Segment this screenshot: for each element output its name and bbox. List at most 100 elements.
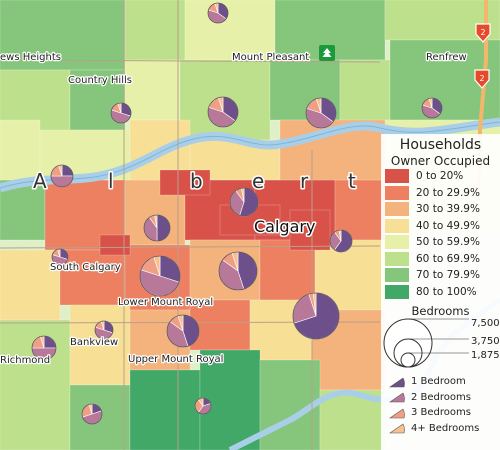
pie-legend: 1 Bedroom 2 Bedrooms 3 Bedrooms 4+ Bedrooms: [381, 374, 500, 436]
place-label: Upper Mount Royal: [128, 354, 223, 365]
census-block[interactable]: [189, 299, 251, 351]
place-label: Bankview: [70, 337, 118, 348]
legend-swatch: [385, 202, 409, 217]
labels: ews Heights Country Hills Mount Pleasant…: [0, 51, 468, 368]
pie-outline: [218, 251, 258, 291]
city-label: Calgary: [254, 217, 315, 236]
legend-class-row: 40 to 49.9%: [381, 218, 500, 235]
place-label: ews Heights: [0, 52, 61, 63]
highway-number: 2: [480, 28, 485, 37]
census-block[interactable]: [289, 209, 331, 251]
province-letter: b: [190, 169, 203, 193]
legend-class-label: 70 to 79.9%: [416, 269, 480, 282]
pie-wedge-icon: [389, 377, 405, 388]
province-letter: t: [348, 169, 356, 193]
bedroom-pie[interactable]: [51, 248, 69, 266]
street: [0, 59, 381, 63]
legend-swatch: [385, 218, 409, 233]
pie-outline: [329, 229, 353, 253]
bedroom-pie[interactable]: [50, 164, 74, 188]
legend-class-row: 30 to 39.9%: [381, 201, 500, 218]
census-block[interactable]: [129, 369, 201, 450]
size-circle-small: [400, 352, 416, 368]
bedroom-pie[interactable]: [207, 96, 239, 128]
pie-legend-label: 3 Bedrooms: [411, 407, 471, 419]
census-block[interactable]: [69, 304, 131, 386]
hospital-icon: [319, 45, 335, 61]
bedroom-pie[interactable]: [31, 335, 57, 361]
legend-swatch: [385, 251, 409, 266]
bedroom-pie[interactable]: [143, 214, 171, 242]
pie-outline: [292, 292, 340, 340]
census-block[interactable]: [159, 169, 211, 196]
pie-legend-label: 2 Bedrooms: [411, 391, 471, 403]
street: [0, 245, 381, 249]
census-block[interactable]: [124, 59, 181, 121]
map-legend: Households Owner Occupied 0 to 20% 20 to …: [381, 134, 500, 450]
census-block[interactable]: [59, 249, 126, 306]
census-block[interactable]: [184, 0, 276, 61]
pie-wedge-icon: [389, 392, 405, 403]
bedroom-pie[interactable]: [229, 187, 259, 217]
place-label: Lower Mount Royal: [118, 297, 213, 308]
pie-outline: [50, 164, 74, 188]
bedroom-pie[interactable]: [207, 2, 229, 24]
pie-outline: [94, 320, 114, 340]
bedroom-pie[interactable]: [94, 320, 114, 340]
legend-swatch: [385, 268, 409, 283]
legend-class-row: 70 to 79.9%: [381, 267, 500, 284]
province-letter: e: [252, 169, 264, 193]
pie-outline: [81, 403, 103, 425]
legend-classes: 0 to 20% 20 to 29.9% 30 to 39.9% 40 to 49.9…: [381, 168, 500, 300]
pie-outline: [110, 102, 132, 124]
province-letter: r: [300, 169, 309, 193]
pie-outline: [139, 255, 181, 297]
place-label: Richmond: [0, 355, 50, 366]
legend-class-label: 30 to 39.9%: [416, 203, 480, 216]
size-value: 7,500: [471, 318, 500, 329]
bedroom-pie[interactable]: [218, 251, 258, 291]
pie-outline: [143, 214, 171, 242]
bedroom-pie[interactable]: [166, 314, 200, 348]
bedroom-pie[interactable]: [329, 229, 353, 253]
pie-outline: [31, 335, 57, 361]
bedroom-pie[interactable]: [292, 292, 340, 340]
bedroom-pie[interactable]: [110, 102, 132, 124]
census-block[interactable]: [99, 234, 131, 256]
bedroom-pie[interactable]: [81, 403, 103, 425]
pie-outline: [207, 2, 229, 24]
legend-class-label: 40 to 49.9%: [416, 219, 480, 232]
pie-legend-row: 2 Bedrooms: [381, 390, 500, 406]
census-block[interactable]: [0, 0, 126, 71]
legend-class-label: 0 to 20%: [416, 170, 464, 183]
legend-class-row: 50 to 59.9%: [381, 234, 500, 251]
census-block[interactable]: [0, 119, 41, 181]
census-block[interactable]: [339, 59, 391, 131]
pie-outline: [305, 97, 337, 129]
legend-title: Households: [399, 137, 482, 153]
bedroom-pie[interactable]: [305, 97, 337, 129]
bedroom-pie[interactable]: [194, 397, 212, 415]
highway-shield-icon: 2: [474, 69, 490, 89]
legend-swatch: [385, 284, 409, 299]
legend-class-label: 50 to 59.9%: [416, 236, 480, 249]
census-block[interactable]: [0, 249, 61, 321]
place-label: Country Hills: [68, 75, 132, 86]
census-block[interactable]: [124, 0, 186, 61]
pie-outline: [229, 187, 259, 217]
pie-legend-label: 1 Bedroom: [411, 376, 466, 388]
pie-legend-row: 3 Bedrooms: [381, 405, 500, 421]
bedroom-pie[interactable]: [421, 97, 443, 119]
census-block[interactable]: [199, 349, 261, 450]
size-legend: 7,500 3,750 1,875: [383, 318, 500, 368]
size-legend-title: Bedrooms: [411, 304, 470, 318]
legend-class-label: 80 to 100%: [416, 285, 477, 298]
place-label: Mount Pleasant: [232, 52, 309, 63]
pie-legend-row: 1 Bedroom: [381, 374, 500, 390]
legend-swatch: [385, 235, 409, 250]
bedroom-pie[interactable]: [139, 255, 181, 297]
legend-swatch: [385, 169, 409, 184]
size-value: 3,750: [471, 336, 500, 347]
